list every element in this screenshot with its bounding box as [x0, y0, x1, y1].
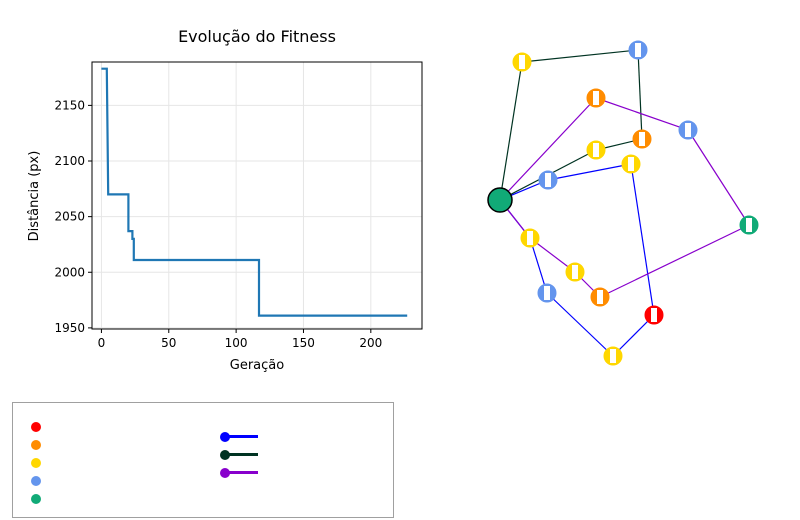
- node-marker: [651, 308, 657, 322]
- route-blue-edge: [548, 164, 631, 180]
- route-dark-green-edge: [522, 50, 638, 62]
- node-marker: [593, 91, 599, 105]
- route-blue-edge: [631, 164, 654, 315]
- customer-node: [633, 130, 651, 148]
- node-marker: [639, 132, 645, 146]
- node-marker: [685, 123, 691, 137]
- node-marker: [519, 55, 525, 69]
- customer-node: [587, 89, 605, 107]
- route-map: [0, 0, 800, 400]
- customer-node: [740, 216, 758, 234]
- customer-node: [591, 288, 609, 306]
- legend-route-dark-green: [220, 450, 260, 460]
- customer-node: [629, 41, 647, 59]
- customer-node: [587, 141, 605, 159]
- customer-node: [679, 121, 697, 139]
- customer-node: [538, 284, 556, 302]
- customer-node: [521, 229, 539, 247]
- legend-route-blue: [220, 432, 260, 442]
- node-marker: [593, 143, 599, 157]
- node-marker: [610, 349, 616, 363]
- route-edges: [500, 50, 749, 356]
- customer-node: [604, 347, 622, 365]
- route-purple-edge: [688, 130, 749, 225]
- customer-node: [513, 53, 531, 71]
- node-marker: [527, 231, 533, 245]
- node-marker: [635, 43, 641, 57]
- route-dark-green-edge: [638, 50, 642, 139]
- legend-node-green: [31, 494, 41, 504]
- legend-route-purple: [220, 468, 260, 478]
- node-marker: [572, 265, 578, 279]
- legend-box: [12, 402, 394, 518]
- route-nodes: [488, 41, 758, 365]
- legend-node-yellow: [31, 458, 41, 468]
- legend-node-red: [31, 422, 41, 432]
- node-marker: [746, 218, 752, 232]
- customer-node: [645, 306, 663, 324]
- route-purple-edge: [596, 98, 688, 130]
- customer-node: [539, 171, 557, 189]
- customer-node: [566, 263, 584, 281]
- route-purple-edge: [600, 225, 749, 297]
- depot-node: [488, 188, 512, 212]
- legend-node-blue: [31, 476, 41, 486]
- node-marker: [544, 286, 550, 300]
- customer-node: [622, 155, 640, 173]
- node-marker: [545, 173, 551, 187]
- node-marker: [597, 290, 603, 304]
- node-marker: [628, 157, 634, 171]
- legend-node-orange: [31, 440, 41, 450]
